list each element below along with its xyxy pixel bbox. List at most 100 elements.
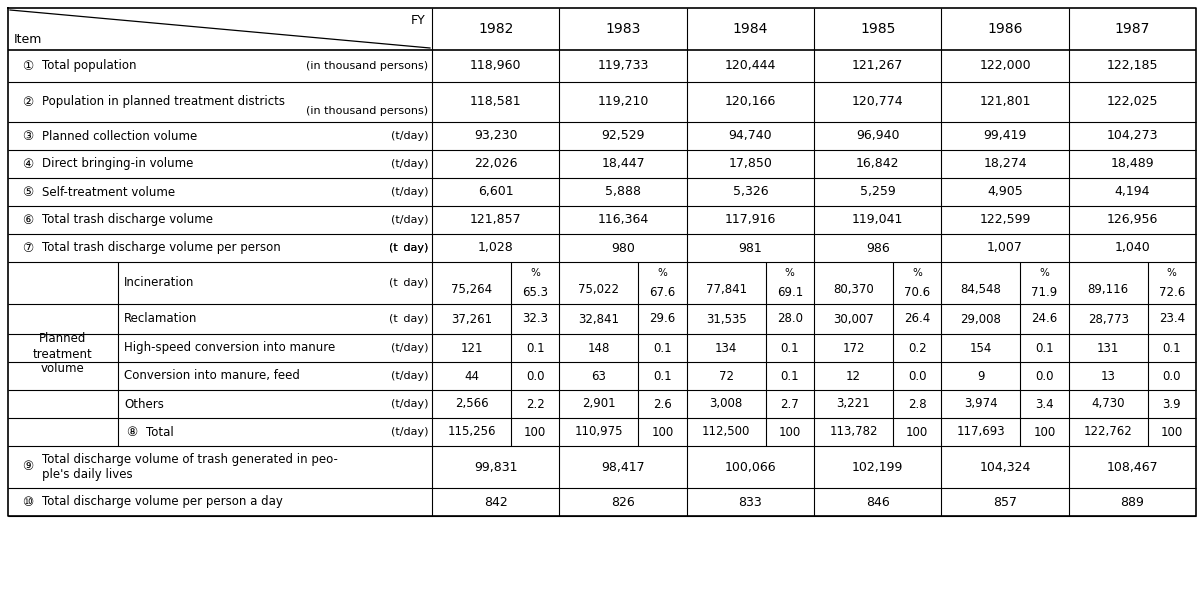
Text: Total discharge volume of trash generated in peo-
ple's daily lives: Total discharge volume of trash generate… [42,453,338,481]
Text: 1,007: 1,007 [987,242,1023,254]
Text: 108,467: 108,467 [1106,460,1158,473]
Text: 3,008: 3,008 [709,397,743,411]
Text: FY: FY [412,14,426,27]
Text: 172: 172 [843,341,864,354]
Text: 32.3: 32.3 [523,313,548,326]
Text: 100,066: 100,066 [725,460,777,473]
Text: 67.6: 67.6 [649,286,675,299]
Text: Reclamation: Reclamation [124,313,197,326]
Text: 115,256: 115,256 [447,425,496,438]
Text: 980: 980 [612,242,635,254]
Text: 121,801: 121,801 [979,96,1031,109]
Text: 826: 826 [612,495,635,509]
Text: Total trash discharge volume: Total trash discharge volume [42,213,213,226]
Text: 120,444: 120,444 [725,59,777,72]
Text: Planned
treatment
volume: Planned treatment volume [34,332,93,376]
Text: 94,740: 94,740 [728,129,772,142]
Text: 92,529: 92,529 [601,129,645,142]
Text: 72.6: 72.6 [1158,286,1185,299]
Text: 28,773: 28,773 [1087,313,1128,326]
Text: 2.2: 2.2 [526,397,544,411]
Text: Planned collection volume: Planned collection volume [42,129,197,142]
Text: 29.6: 29.6 [649,313,675,326]
Text: 32,841: 32,841 [578,313,619,326]
Text: 37,261: 37,261 [452,313,492,326]
Text: (t/day): (t/day) [390,343,427,353]
Text: %: % [1167,268,1176,278]
Text: 148: 148 [588,341,610,354]
Text: 1982: 1982 [478,22,513,36]
Text: ②: ② [23,96,34,109]
Text: ④: ④ [23,158,34,170]
Text: ⑧: ⑧ [126,425,137,438]
Text: Total: Total [146,425,173,438]
Text: 110,975: 110,975 [574,425,622,438]
Text: 23.4: 23.4 [1158,313,1185,326]
Text: 121,857: 121,857 [470,213,521,226]
Text: 3,221: 3,221 [837,397,870,411]
Text: 122,599: 122,599 [979,213,1031,226]
Text: 0.0: 0.0 [1163,370,1181,383]
Text: 0.2: 0.2 [908,341,926,354]
Text: 100: 100 [907,425,928,438]
Text: %: % [785,268,795,278]
Text: 84,548: 84,548 [961,283,1002,296]
Text: 5,888: 5,888 [604,186,641,199]
Text: %: % [1039,268,1050,278]
Text: 2,901: 2,901 [582,397,615,411]
Text: 0.0: 0.0 [908,370,926,383]
Text: 18,447: 18,447 [601,158,645,170]
Text: ⑤: ⑤ [23,186,34,199]
Text: 16,842: 16,842 [856,158,899,170]
Text: 26.4: 26.4 [904,313,931,326]
Text: 122,185: 122,185 [1106,59,1158,72]
Text: Total trash discharge volume per person: Total trash discharge volume per person [42,242,281,254]
Text: 5,326: 5,326 [732,186,768,199]
Text: 100: 100 [651,425,673,438]
Text: Total population: Total population [42,59,136,72]
Text: 846: 846 [866,495,890,509]
Text: 0.1: 0.1 [1163,341,1181,354]
Text: 1,040: 1,040 [1115,242,1150,254]
Text: 119,210: 119,210 [597,96,649,109]
Text: 113,782: 113,782 [830,425,878,438]
Text: 3.4: 3.4 [1035,397,1054,411]
Text: 4,905: 4,905 [987,186,1023,199]
Text: 119,733: 119,733 [597,59,649,72]
Text: 22,026: 22,026 [474,158,518,170]
Text: 0.0: 0.0 [526,370,544,383]
Text: 29,008: 29,008 [961,313,1002,326]
Text: (t/day): (t/day) [390,399,427,409]
Text: 0.1: 0.1 [780,370,799,383]
Text: 117,693: 117,693 [956,425,1005,438]
Text: 96,940: 96,940 [856,129,899,142]
Text: 833: 833 [738,495,762,509]
Text: 28.0: 28.0 [777,313,803,326]
Text: 12: 12 [846,370,861,383]
Text: 122,000: 122,000 [979,59,1031,72]
Text: (t day): (t day) [389,243,427,253]
Text: 0.1: 0.1 [526,341,544,354]
Text: High-speed conversion into manure: High-speed conversion into manure [124,341,335,354]
Text: 5,259: 5,259 [860,186,896,199]
Text: ⑦: ⑦ [23,242,34,254]
Text: 120,774: 120,774 [852,96,903,109]
Text: 9: 9 [978,370,985,383]
Text: Incineration: Incineration [124,276,194,289]
Text: 100: 100 [524,425,547,438]
Text: 3.9: 3.9 [1163,397,1181,411]
Text: 842: 842 [484,495,508,509]
Text: 65.3: 65.3 [523,286,548,299]
Text: 100: 100 [779,425,801,438]
Text: 2.7: 2.7 [780,397,799,411]
Text: ③: ③ [23,129,34,142]
Text: ⑥: ⑥ [23,213,34,226]
Text: 2.8: 2.8 [908,397,926,411]
Text: 99,419: 99,419 [984,129,1027,142]
Text: 104,273: 104,273 [1106,129,1158,142]
Text: (t/day): (t/day) [390,427,427,437]
Text: 154: 154 [969,341,992,354]
Text: %: % [657,268,667,278]
Text: Direct bringing-in volume: Direct bringing-in volume [42,158,194,170]
Text: 1986: 1986 [987,22,1022,36]
